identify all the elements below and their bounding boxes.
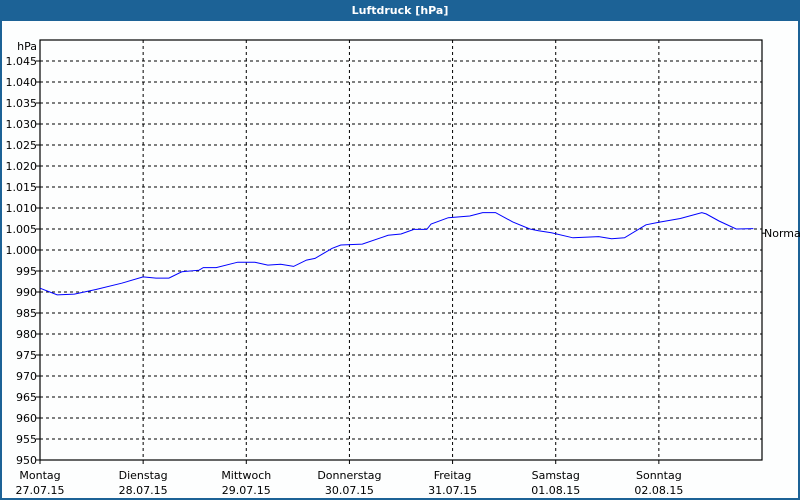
y-tick-label: 1.005 — [6, 223, 38, 236]
x-tick-day: Mittwoch — [221, 469, 271, 482]
reference-label: Normal — [764, 227, 800, 240]
y-tick-label: 1.010 — [6, 202, 38, 215]
y-axis-ticks: 950 955 960 965 970 975 980 985 990 995 1.000 1.005… — [6, 55, 40, 467]
x-tick-day: Samstag — [532, 469, 580, 482]
y-tick-label: 970 — [16, 370, 37, 383]
y-tick-label: 975 — [16, 349, 37, 362]
y-tick-label: 1.000 — [6, 244, 38, 257]
y-tick-label: 1.025 — [6, 139, 38, 152]
y-tick-label: 950 — [16, 454, 37, 467]
x-axis-ticks: Montag 27.07.15 Dienstag 28.07.15 Mittwoch 29… — [16, 460, 683, 497]
y-tick-label: 1.045 — [6, 55, 38, 68]
y-tick-label: 995 — [16, 265, 37, 278]
y-tick-label: 1.040 — [6, 76, 38, 89]
plot-frame — [39, 39, 763, 461]
x-tick-date: 29.07.15 — [222, 484, 271, 497]
y-tick-label: 965 — [16, 391, 37, 404]
grid — [40, 40, 762, 460]
x-tick-date: 30.07.15 — [325, 484, 374, 497]
x-tick-day: Freitag — [434, 469, 472, 482]
y-tick-label: 985 — [16, 307, 37, 320]
x-tick-day: Dienstag — [119, 469, 168, 482]
x-tick-date: 01.08.15 — [531, 484, 580, 497]
y-tick-label: 990 — [16, 286, 37, 299]
x-tick-day: Montag — [19, 469, 60, 482]
x-tick-date: 02.08.15 — [634, 484, 683, 497]
y-tick-label: 960 — [16, 412, 37, 425]
window-title: Luftdruck [hPa] — [0, 0, 800, 21]
x-tick-date: 27.07.15 — [16, 484, 65, 497]
x-tick-date: 31.07.15 — [428, 484, 477, 497]
x-tick-day: Donnerstag — [317, 469, 381, 482]
y-tick-label: 980 — [16, 328, 37, 341]
x-tick-date: 28.07.15 — [119, 484, 168, 497]
x-tick-day: Sonntag — [636, 469, 682, 482]
series-line — [39, 212, 754, 296]
y-tick-label: 1.015 — [6, 181, 38, 194]
y-tick-label: 1.020 — [6, 160, 38, 173]
y-tick-label: 1.035 — [6, 97, 38, 110]
y-axis-label: hPa — [17, 40, 37, 53]
y-tick-label: 1.030 — [6, 118, 38, 131]
y-tick-label: 955 — [16, 433, 37, 446]
